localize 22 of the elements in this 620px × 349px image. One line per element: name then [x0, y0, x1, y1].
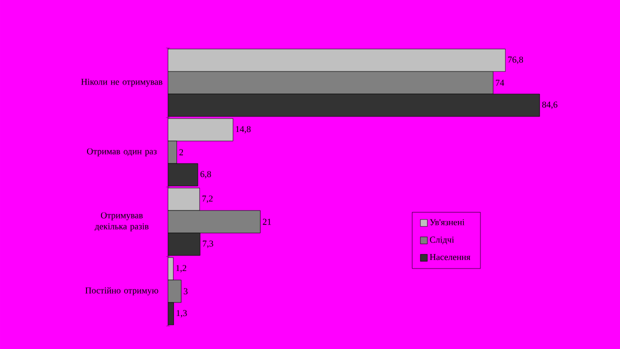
data-label: 74 [496, 80, 504, 86]
legend-label: Слідчі [430, 236, 454, 244]
y-tick-label: Ніколи не отримував [81, 78, 162, 87]
y-tick-label: Отримував декілька разів [94, 212, 149, 232]
data-label: 3 [184, 288, 188, 294]
legend-label: Ув'язнені [430, 219, 464, 226]
data-label: 84,6 [542, 102, 558, 109]
data-label: 1,2 [176, 265, 186, 272]
legend-label: Населення [430, 254, 470, 260]
bar [168, 118, 234, 142]
y-tick-label: Отримав один раз [87, 148, 157, 156]
bar [168, 188, 200, 211]
data-label: 2 [179, 149, 183, 156]
data-label: 14,8 [236, 126, 251, 134]
bar [168, 49, 506, 72]
data-label: 1,3 [176, 310, 187, 318]
data-label: 76,8 [508, 56, 524, 64]
data-label: 7,3 [202, 240, 214, 248]
data-label: 7,2 [202, 196, 213, 203]
data-label: 6,8 [200, 171, 211, 178]
y-tick-label: Постійно отримую [85, 287, 158, 296]
data-label: 21 [262, 218, 271, 225]
